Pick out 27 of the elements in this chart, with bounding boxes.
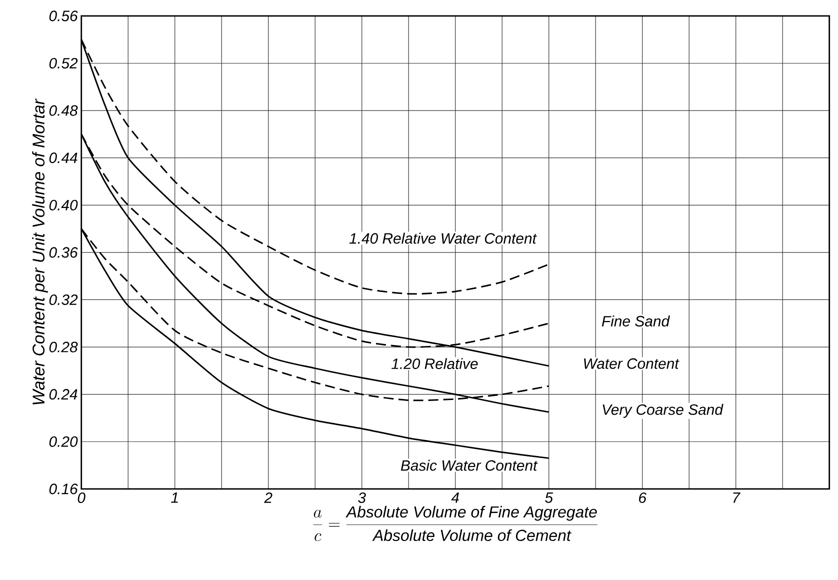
y-tick-label: 0.20 [49,436,78,447]
x-tick-label: 2 [264,492,272,503]
x-tick-label: 7 [733,492,740,503]
y-tick-label: 0.52 [49,58,78,69]
annotation: 1.40 Relative Water Content [349,232,537,244]
annotation: Basic Water Content [400,460,538,471]
y-tick-label: 0.40 [49,200,78,210]
x-tick-label: 1 [171,492,178,503]
y-tick-label: 0.44 [49,152,78,164]
x-tick-label: 3 [358,492,366,504]
annotation: Fine Sand [602,316,670,327]
y-tick-label: 0.36 [49,247,78,258]
y-tick-label: 0.28 [49,342,78,352]
x-tick-label: 4 [451,492,459,503]
x-tick-label: 6 [639,492,646,504]
annotation: Water Content [584,358,680,369]
x-tick-label: 0 [78,492,86,504]
annotation: Very Coarse Sand [602,404,724,418]
x-tick-label: 5 [545,492,554,503]
y-tick-label: 0.16 [49,484,78,494]
y-tick-label: 0.48 [49,105,78,116]
y-axis-title: Water Content per Unit Volume of Mortar [32,98,48,404]
y-tick-label: 0.24 [49,389,78,400]
annotation: 1.20 Relative [391,358,478,370]
y-tick-label: 0.32 [49,294,78,306]
y-tick-label: 0.56 [49,10,78,22]
x-axis-title: $\frac{a}{c}=\frac{\mbox{\itshape Absolute Volume of Fine Aggregate}}{\mbox{\itshape Absolute Volume of Cement}}$ [313,506,598,542]
